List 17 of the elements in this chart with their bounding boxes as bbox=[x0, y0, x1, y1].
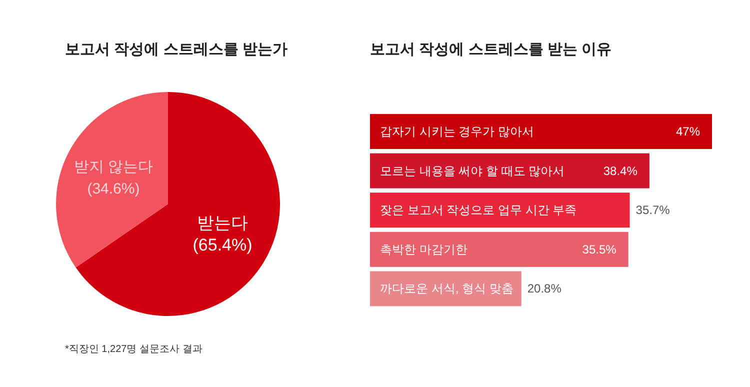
slice-label: 받는다 bbox=[197, 214, 248, 233]
data-label: 38.4% bbox=[603, 164, 638, 178]
data-label: 20.8% bbox=[527, 282, 562, 296]
data-label: 35.7% bbox=[636, 203, 670, 218]
data-label: (65.4%) bbox=[192, 236, 252, 255]
text: *직장인 1,227명 설문조사 결과 bbox=[65, 344, 202, 355]
slice-label: 받지 않는다 bbox=[74, 158, 154, 176]
y-tick-label: 잦은 보고서 작성으로 업무 시간 부족 bbox=[380, 203, 577, 218]
y-tick-label: 모르는 내용을 써야 할 때도 많아서 bbox=[380, 164, 565, 178]
data-label: (34.6%) bbox=[87, 180, 140, 198]
chart-title: 보고서 작성에 스트레스를 받는가 bbox=[65, 41, 288, 58]
chart-title: 보고서 작성에 스트레스를 받는 이유 bbox=[370, 41, 612, 58]
data-label: 35.5% bbox=[582, 242, 617, 256]
y-tick-label: 까다로운 서식, 형식 맞춤 bbox=[380, 282, 514, 296]
data-label: 47% bbox=[676, 124, 700, 138]
y-tick-label: 갑자기 시키는 경우가 많아서 bbox=[380, 124, 534, 138]
y-tick-label: 촉박한 마감기한 bbox=[380, 242, 468, 256]
